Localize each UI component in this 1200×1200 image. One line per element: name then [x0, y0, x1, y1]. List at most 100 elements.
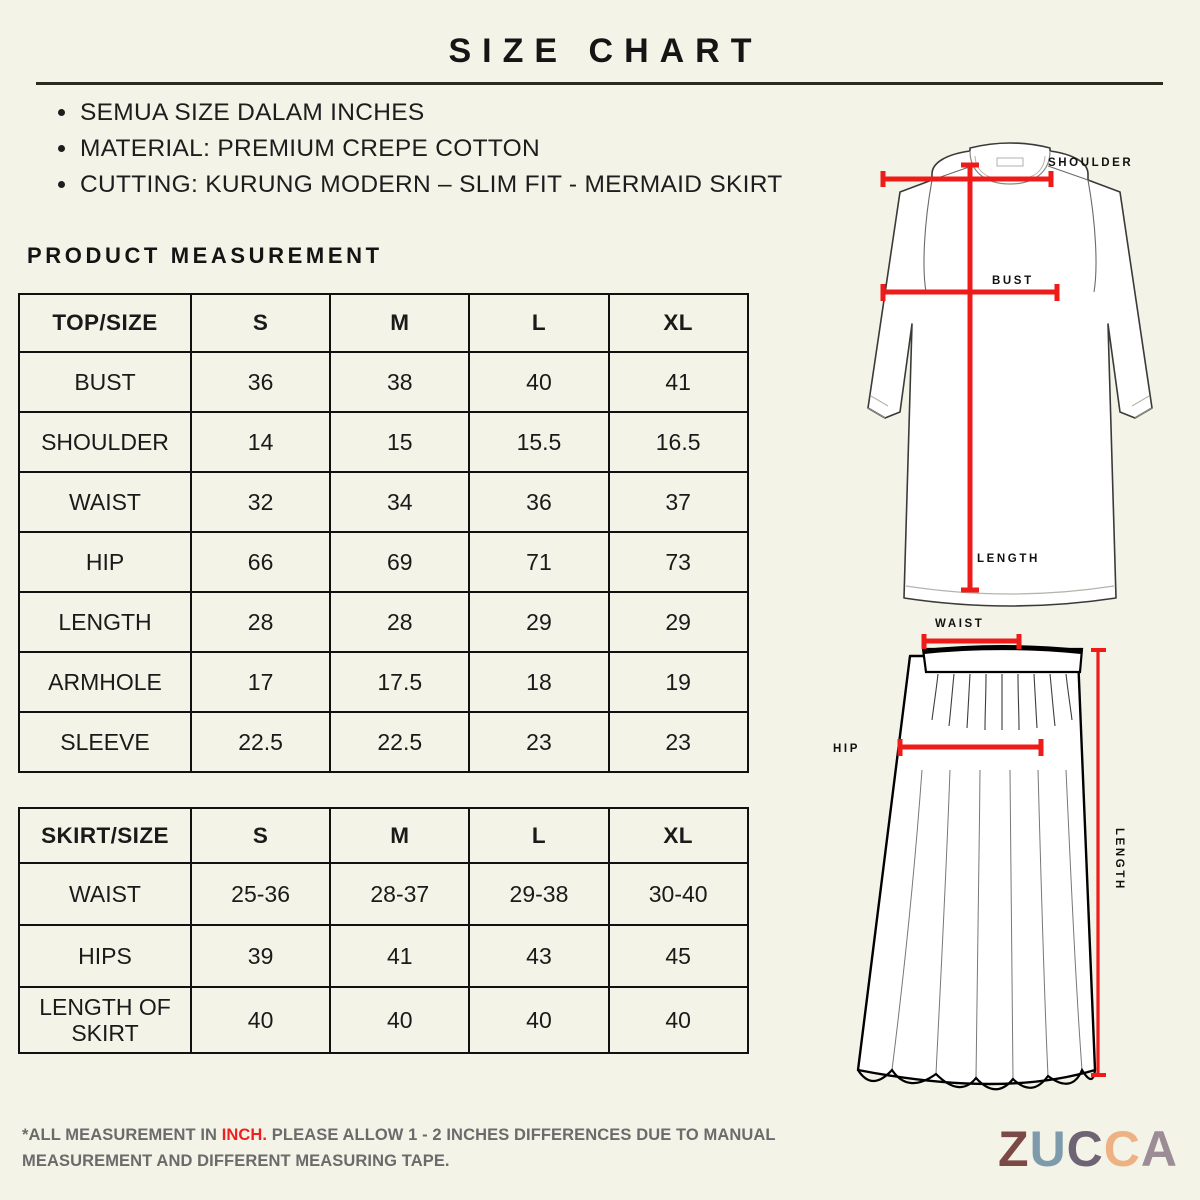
- table-row: WAIST 25-36 28-37 29-38 30-40: [18, 862, 749, 926]
- table-row: LENGTH OF SKIRT 40 40 40 40: [18, 986, 749, 1054]
- cell-value: 38: [329, 351, 471, 413]
- row-label: HIP: [18, 531, 192, 593]
- list-item: MATERIAL: PREMIUM CREPE COTTON: [44, 132, 804, 165]
- row-label: SHOULDER: [18, 411, 192, 473]
- cell-value: 18: [468, 651, 610, 713]
- column-header: S: [189, 293, 332, 353]
- cell-value: 66: [189, 531, 332, 593]
- logo-letter: C: [1066, 1121, 1104, 1177]
- cell-value: 40: [468, 351, 610, 413]
- skirt-size-table: SKIRT/SIZE S M L XL WAIST 25-36 28-37 29…: [18, 807, 749, 1054]
- bullet-text: SEMUA SIZE DALAM INCHES: [80, 99, 425, 126]
- table-row: HIPS 39 41 43 45: [18, 924, 749, 988]
- cell-value: 25-36: [189, 862, 332, 926]
- table-row: LENGTH 28 28 29 29: [18, 591, 749, 653]
- skirt-label-waist: WAIST: [935, 618, 984, 630]
- logo-letter: Z: [998, 1121, 1030, 1177]
- row-label: HIPS: [18, 924, 192, 988]
- cell-value: 29: [607, 591, 749, 653]
- column-header: SKIRT/SIZE: [18, 807, 192, 864]
- footnote-highlight-inch: INCH.: [221, 1126, 268, 1144]
- cell-value: 28: [329, 591, 471, 653]
- column-header: TOP/SIZE: [18, 293, 192, 353]
- logo-letter: U: [1029, 1121, 1067, 1177]
- cell-value: 36: [189, 351, 332, 413]
- table-header-row: SKIRT/SIZE S M L XL: [18, 807, 749, 864]
- list-item: CUTTING: KURUNG MODERN – SLIM FIT - MERM…: [44, 168, 804, 201]
- dress-label-shoulder: SHOULDER: [1048, 157, 1133, 169]
- cell-value: 22.5: [189, 711, 332, 773]
- info-bullet-list: SEMUA SIZE DALAM INCHES MATERIAL: PREMIU…: [44, 96, 804, 204]
- bullet-dot-icon: [58, 145, 65, 152]
- list-item: SEMUA SIZE DALAM INCHES: [44, 96, 804, 129]
- row-label: ARMHOLE: [18, 651, 192, 713]
- cell-value: 32: [189, 471, 332, 533]
- cell-value: 28: [189, 591, 332, 653]
- section-heading-product-measurement: PRODUCT MEASUREMENT: [27, 243, 383, 268]
- bullet-text: MATERIAL: PREMIUM CREPE COTTON: [80, 135, 541, 162]
- column-header: L: [468, 293, 610, 353]
- cell-value: 15.5: [468, 411, 610, 473]
- cell-value: 40: [329, 986, 471, 1054]
- table-row: BUST 36 38 40 41: [18, 351, 749, 413]
- cell-value: 43: [468, 924, 610, 988]
- cell-value: 29-38: [468, 862, 610, 926]
- table-row: WAIST 32 34 36 37: [18, 471, 749, 533]
- cell-value: 41: [329, 924, 471, 988]
- column-header: XL: [607, 293, 749, 353]
- column-header: XL: [607, 807, 749, 864]
- row-label: LENGTH OF SKIRT: [18, 986, 192, 1054]
- cell-value: 23: [468, 711, 610, 773]
- column-header: M: [329, 293, 471, 353]
- dress-diagram: SHOULDER BUST LENGTH: [820, 128, 1200, 608]
- page-title: SIZE CHART: [448, 32, 763, 70]
- bullet-dot-icon: [58, 109, 65, 116]
- row-label: LENGTH: [18, 591, 192, 653]
- footnote-part-2: PLEASE ALLOW 1 - 2 INCHES DIFFERENCES DU…: [22, 1126, 776, 1170]
- cell-value: 30-40: [607, 862, 749, 926]
- cell-value: 34: [329, 471, 471, 533]
- row-label: SLEEVE: [18, 711, 192, 773]
- footnote-disclaimer: *ALL MEASUREMENT IN INCH. PLEASE ALLOW 1…: [22, 1122, 862, 1174]
- column-header: S: [189, 807, 332, 864]
- cell-value: 28-37: [329, 862, 471, 926]
- cell-value: 36: [468, 471, 610, 533]
- row-label: BUST: [18, 351, 192, 413]
- cell-value: 19: [607, 651, 749, 713]
- cell-value: 45: [607, 924, 749, 988]
- cell-value: 23: [607, 711, 749, 773]
- bullet-dot-icon: [58, 181, 65, 188]
- cell-value: 15: [329, 411, 471, 473]
- cell-value: 14: [189, 411, 332, 473]
- footnote-part-1: *ALL MEASUREMENT IN: [22, 1126, 222, 1144]
- cell-value: 71: [468, 531, 610, 593]
- cell-value: 40: [189, 986, 332, 1054]
- logo-letter: A: [1140, 1121, 1178, 1177]
- table-row: HIP 66 69 71 73: [18, 531, 749, 593]
- logo-letter: C: [1103, 1121, 1141, 1177]
- table-header-row: TOP/SIZE S M L XL: [18, 293, 749, 353]
- cell-value: 37: [607, 471, 749, 533]
- row-label: WAIST: [18, 471, 192, 533]
- cell-value: 39: [189, 924, 332, 988]
- skirt-label-hip: HIP: [833, 743, 860, 755]
- cell-value: 17.5: [329, 651, 471, 713]
- skirt-diagram: WAIST HIP LENGTH: [810, 600, 1200, 1100]
- cell-value: 69: [329, 531, 471, 593]
- top-size-table: TOP/SIZE S M L XL BUST 36 38 40 41 SHOUL…: [18, 293, 749, 773]
- cell-value: 29: [468, 591, 610, 653]
- bullet-text: CUTTING: KURUNG MODERN – SLIM FIT - MERM…: [80, 171, 783, 198]
- title-divider: [36, 82, 1163, 85]
- cell-value: 41: [607, 351, 749, 413]
- cell-value: 22.5: [329, 711, 471, 773]
- table-row: ARMHOLE 17 17.5 18 19: [18, 651, 749, 713]
- dress-label-length: LENGTH: [977, 553, 1040, 565]
- cell-value: 40: [468, 986, 610, 1054]
- skirt-label-length: LENGTH: [1113, 828, 1125, 891]
- cell-value: 17: [189, 651, 332, 713]
- cell-value: 16.5: [607, 411, 749, 473]
- column-header: M: [329, 807, 471, 864]
- column-header: L: [468, 807, 610, 864]
- brand-logo-zucca: ZUCCA: [998, 1124, 1178, 1174]
- table-row: SLEEVE 22.5 22.5 23 23: [18, 711, 749, 773]
